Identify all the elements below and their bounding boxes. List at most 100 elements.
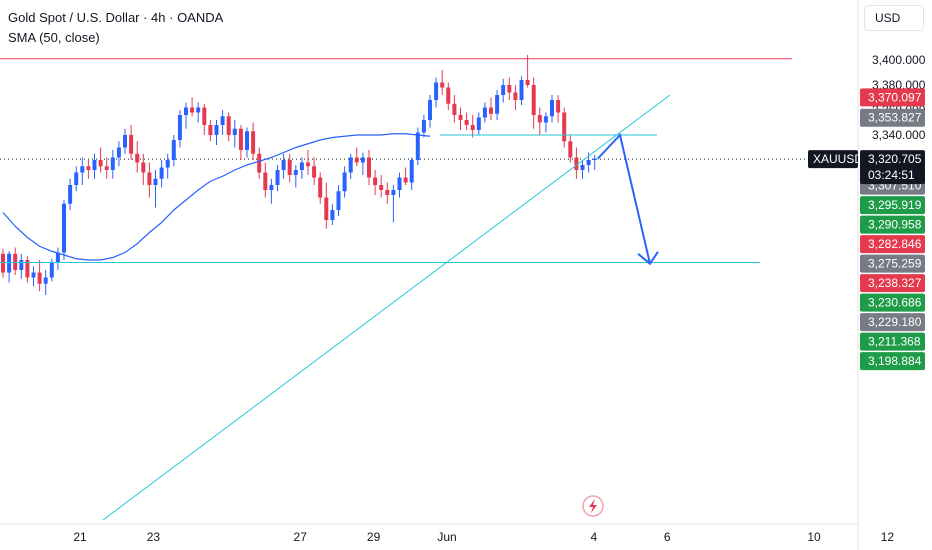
candle bbox=[397, 172, 402, 198]
candle bbox=[86, 160, 91, 179]
candle bbox=[281, 153, 286, 179]
candle-body bbox=[19, 260, 24, 270]
candle bbox=[330, 203, 335, 225]
candle bbox=[592, 155, 597, 170]
candle-body bbox=[562, 112, 567, 142]
candle-body bbox=[129, 135, 134, 154]
candle bbox=[141, 153, 146, 185]
candle-body bbox=[43, 277, 48, 284]
candle-body bbox=[543, 116, 548, 123]
chart-title: Gold Spot / U.S. Dollar · 4h · OANDA bbox=[8, 10, 224, 25]
candle bbox=[562, 107, 567, 148]
candle-body bbox=[1, 253, 5, 273]
candle-body bbox=[275, 170, 280, 185]
candle bbox=[202, 103, 207, 135]
candle-body bbox=[507, 85, 512, 93]
x-tick-label: 23 bbox=[147, 530, 161, 544]
candle bbox=[263, 162, 268, 198]
candle bbox=[226, 112, 231, 142]
candle bbox=[556, 95, 561, 123]
candle-body bbox=[501, 85, 506, 95]
candle-body bbox=[458, 115, 463, 120]
candle bbox=[446, 82, 451, 110]
candle bbox=[214, 120, 219, 145]
candle-body bbox=[464, 120, 469, 125]
candle-body bbox=[428, 100, 432, 120]
x-tick-label: 21 bbox=[73, 530, 87, 544]
candle-body bbox=[269, 185, 274, 190]
candle bbox=[342, 166, 347, 198]
projection-arrowhead bbox=[637, 251, 659, 266]
candle-body bbox=[202, 107, 207, 125]
candles bbox=[1, 55, 597, 295]
price-tag: 3,229.180 bbox=[860, 313, 925, 332]
candle bbox=[232, 120, 237, 148]
price-tag-bg bbox=[860, 332, 925, 351]
candle bbox=[25, 256, 30, 283]
projection-arrow bbox=[596, 132, 651, 264]
candle-body bbox=[214, 125, 219, 135]
candle bbox=[513, 85, 518, 110]
candle bbox=[62, 200, 66, 260]
candle bbox=[495, 90, 500, 120]
candle-body bbox=[397, 177, 402, 190]
candle bbox=[501, 78, 506, 103]
currency-button[interactable]: USD bbox=[864, 5, 924, 31]
candle bbox=[43, 270, 48, 295]
candle bbox=[208, 120, 213, 142]
countdown-label: 03:24:51 bbox=[868, 168, 915, 182]
price-tag-label: 3,353.827 bbox=[868, 111, 922, 125]
candle bbox=[409, 157, 414, 190]
candle-body bbox=[373, 177, 378, 185]
candle bbox=[537, 107, 542, 135]
candle-body bbox=[306, 162, 310, 167]
drawings bbox=[0, 58, 792, 521]
candle-body bbox=[238, 128, 243, 150]
price-tag: 3,282.846 bbox=[860, 235, 925, 254]
candle-body bbox=[513, 92, 518, 100]
candle-body bbox=[220, 116, 225, 125]
candle bbox=[7, 251, 12, 283]
price-tag-label: 3,282.846 bbox=[868, 237, 922, 251]
candle bbox=[37, 260, 42, 292]
candle-body bbox=[31, 272, 36, 278]
candle bbox=[464, 112, 469, 130]
price-tag-bg bbox=[860, 254, 925, 273]
candle bbox=[415, 127, 420, 165]
candle-body bbox=[385, 190, 390, 195]
candle bbox=[13, 247, 18, 275]
symbol-tag-label: XAUUSD bbox=[813, 152, 863, 166]
candle-body bbox=[257, 153, 262, 173]
candle-body bbox=[13, 253, 18, 270]
candle-body bbox=[580, 165, 585, 170]
price-tag-bg bbox=[860, 108, 925, 127]
sma50-line bbox=[2, 133, 431, 261]
price-tag-bg bbox=[860, 293, 925, 312]
candle-body bbox=[525, 80, 530, 85]
candle-body bbox=[177, 115, 182, 140]
symbol-tag-bg bbox=[808, 150, 858, 169]
candle bbox=[196, 102, 201, 123]
candle bbox=[293, 165, 298, 188]
candle-body bbox=[415, 132, 420, 160]
candle bbox=[299, 157, 304, 179]
candle-body bbox=[159, 167, 164, 179]
candle bbox=[519, 76, 524, 105]
candle-body bbox=[25, 260, 30, 278]
flash-icon[interactable] bbox=[582, 495, 604, 517]
candle bbox=[507, 77, 512, 100]
candle-body bbox=[354, 157, 359, 163]
candle bbox=[1, 248, 5, 278]
candle-body bbox=[592, 158, 597, 160]
candle-body bbox=[391, 190, 396, 195]
price-tag-bg bbox=[860, 274, 925, 293]
candle-body bbox=[153, 178, 158, 185]
candle bbox=[171, 135, 176, 167]
last-price-label: 3,320.705 bbox=[868, 152, 922, 166]
x-tick-label: Jun bbox=[437, 530, 456, 544]
y-tick-label: 3,340.000 bbox=[872, 128, 926, 142]
candle-body bbox=[263, 172, 268, 190]
candle bbox=[159, 160, 164, 188]
candle-body bbox=[440, 82, 445, 88]
